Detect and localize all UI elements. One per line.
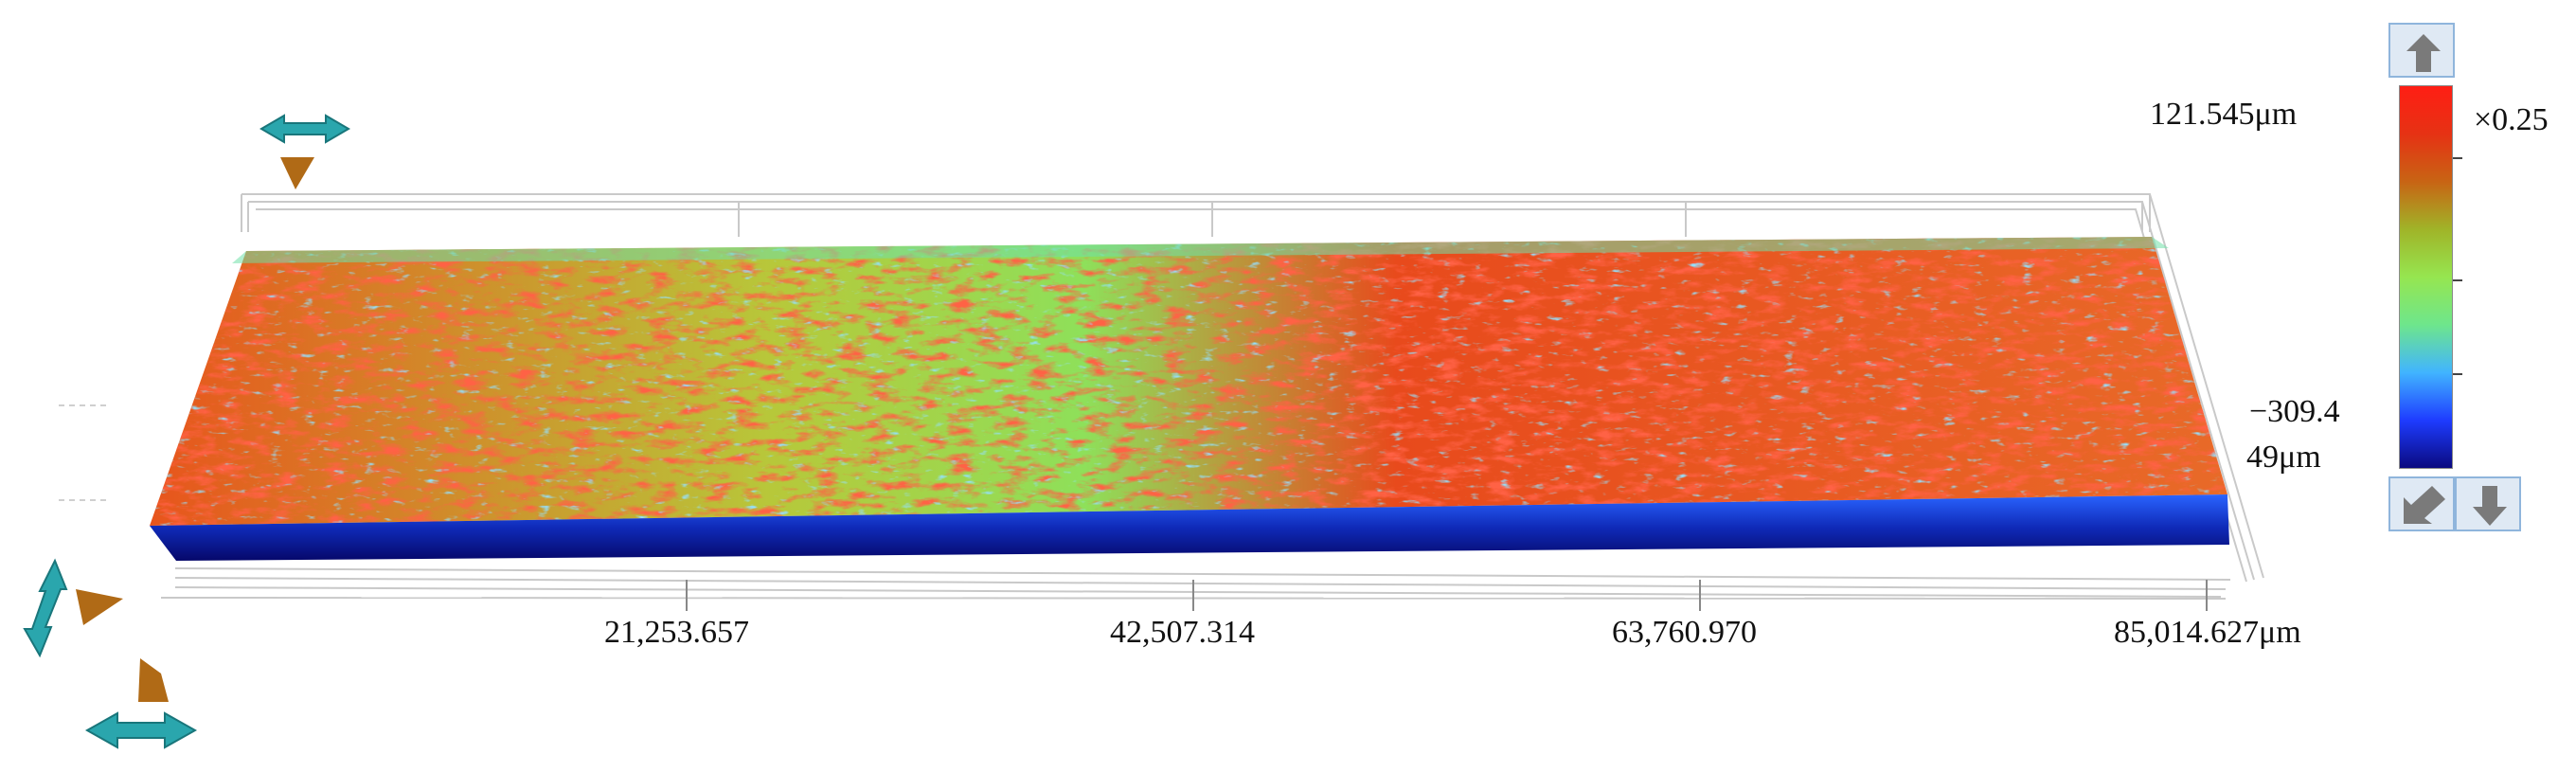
scale-up-button[interactable] [2388,23,2455,78]
double-arrow-icon [23,558,123,658]
x-axis-ticks [686,580,2208,611]
x-tick-label-4: 85,014.627μm [2114,615,2301,650]
x-tick-label-1: 21,253.657 [604,615,749,650]
legend-tick [2453,279,2462,281]
z-min-label-line2: 49μm [2246,440,2321,475]
x-tick-label-2: 42,507.314 [1110,615,1255,650]
z-max-label: 121.545μm [2150,97,2298,132]
arrow-up-icon [2406,34,2441,72]
arrow-diagonal-icon [2404,486,2445,524]
grid-frame [160,193,2264,600]
rotate-horizontal-widget-bottom[interactable] [83,658,216,772]
y-axis-ticks [59,404,109,501]
arrow-down-icon [2473,486,2507,526]
rotate-vertical-widget-left[interactable] [17,557,131,666]
color-legend-bar [2399,85,2453,469]
legend-tick [2453,157,2462,159]
scale-down-button[interactable] [2455,476,2521,531]
surface-front-edge [150,494,2229,561]
height-map-surface [150,237,2227,526]
rotate-horizontal-widget-top[interactable] [256,112,360,202]
z-min-label-line1: −309.4 [2249,394,2340,429]
x-tick-label-3: 63,760.970 [1612,615,1757,650]
double-arrow-icon [259,114,350,189]
double-arrow-icon [84,658,198,749]
z-scale-label: ×0.25 [2474,102,2549,137]
reset-view-button[interactable] [2388,476,2455,531]
legend-tick [2453,373,2462,375]
